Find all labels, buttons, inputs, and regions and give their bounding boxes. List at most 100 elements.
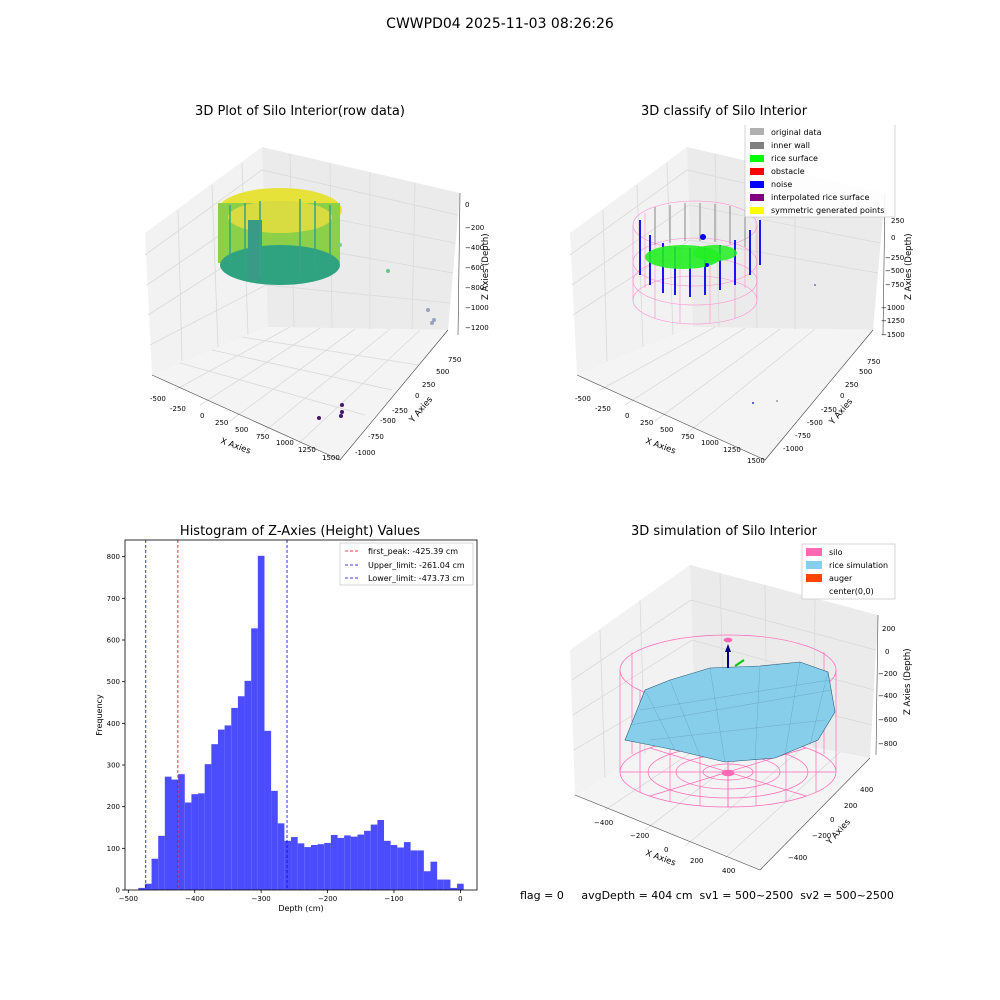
classify-plot-title: 3D classify of Silo Interior — [640, 104, 808, 119]
legend-upper-limit: Upper_limit: -261.04 cm — [368, 561, 465, 570]
histogram-bar — [198, 793, 205, 890]
raw-x-tick: -500 — [150, 395, 166, 403]
raw-y-tick: 250 — [422, 381, 435, 389]
raw-x-tick: 1000 — [276, 439, 294, 447]
raw-z-tick: −800 — [465, 284, 484, 292]
classify-y-tick: 500 — [859, 368, 872, 376]
histogram-bar — [450, 887, 458, 890]
histogram-bar — [297, 843, 305, 890]
histogram-y-tick-label: 800 — [107, 553, 120, 561]
raw-y-tick: 500 — [436, 368, 449, 376]
sim-y-tick: −400 — [788, 854, 807, 862]
classify-z-tick: −1250 — [881, 317, 905, 325]
classify-z-tick: 0 — [891, 234, 895, 242]
legend-swatch-silo — [806, 548, 822, 556]
legend-swatch-original-data — [750, 128, 764, 135]
histogram-bar — [217, 729, 225, 890]
raw-x-axis-label: X Axies — [219, 436, 252, 456]
simulation-legend: silo rice simulation auger center(0,0) — [801, 543, 896, 600]
histogram-chart: −500 −400 −300 −200 −100 0 0 100 200 300 400 500 60… — [95, 539, 478, 913]
histogram-bar — [211, 744, 218, 890]
legend-swatch-rice-simulation — [806, 561, 822, 569]
sim-x-axis-label: X Axies — [644, 848, 677, 868]
classify-y-tick: -500 — [807, 419, 823, 427]
raw-y-tick: -500 — [380, 417, 396, 425]
classify-x-tick: 250 — [640, 419, 653, 427]
raw-x-tick: -250 — [170, 405, 186, 413]
legend-lower-limit: Lower_limit: -473.73 cm — [368, 574, 465, 583]
histogram-x-tick-label: −300 — [252, 895, 271, 903]
raw-z-tick: −1200 — [465, 324, 489, 332]
histogram-bar — [410, 850, 418, 890]
legend-first-peak: first_peak: -425.39 cm — [368, 547, 458, 556]
legend-swatch-inner-wall — [750, 142, 764, 149]
classify-y-tick: -1000 — [783, 445, 803, 453]
histogram-bar — [344, 835, 351, 890]
sim-z-tick: 0 — [885, 648, 889, 656]
classify-z-tick: 250 — [891, 217, 904, 225]
raw-x-tick: 1500 — [322, 454, 340, 462]
classify-x-tick: -500 — [575, 395, 591, 403]
histogram-bar — [184, 802, 192, 890]
classify-z-tick: −500 — [885, 267, 904, 275]
raw-z-tick: 0 — [465, 201, 469, 209]
legend-label: inner wall — [771, 141, 810, 150]
legend-label: center(0,0) — [829, 587, 874, 596]
classify-z-axis-label: Z Axies (Depth) — [904, 233, 914, 300]
sim-y-tick: 0 — [830, 816, 834, 824]
histogram-y-tick-label: 500 — [107, 678, 120, 686]
classify-x-tick: 1250 — [723, 446, 741, 454]
classify-x-tick: -250 — [595, 405, 611, 413]
histogram-bar — [443, 879, 451, 890]
histogram-y-tick-label: 300 — [107, 762, 120, 770]
legend-label: interpolated rice surface — [771, 193, 869, 202]
histogram-bar — [397, 847, 404, 890]
classify-x-tick: 500 — [660, 426, 673, 434]
histogram-bar — [357, 834, 365, 890]
sim-z-tick: −200 — [878, 670, 897, 678]
raw-3d-plot: -500 -250 0 250 500 750 1000 1250 1500 -… — [144, 147, 490, 462]
raw-x-tick: 250 — [215, 419, 228, 427]
histogram-bar — [291, 837, 298, 890]
raw-z-tick: −200 — [465, 224, 484, 232]
histogram-bar — [330, 835, 338, 890]
histogram-bar — [171, 779, 179, 890]
legend-swatch-obstacle — [750, 168, 764, 175]
classify-z-tick: −1500 — [881, 331, 905, 339]
legend-swatch-auger — [806, 574, 822, 582]
histogram-bar — [277, 823, 285, 890]
histogram-title: Histogram of Z-Axies (Height) Values — [179, 524, 421, 539]
raw-y-axis-label: Y Axies — [407, 395, 435, 426]
legend-swatch-rice-surface — [750, 155, 764, 162]
raw-x-tick: 1250 — [298, 446, 316, 454]
histogram-bar — [178, 774, 185, 890]
sim-x-tick: −200 — [630, 832, 649, 840]
histogram-bar — [271, 790, 278, 890]
legend-label: auger — [829, 574, 853, 583]
legend-swatch-center — [806, 587, 822, 595]
histogram-legend: first_peak: -425.39 cm Upper_limit: -261… — [339, 542, 474, 586]
histogram-bar — [384, 840, 391, 890]
histogram-bar — [457, 883, 464, 890]
histogram-bar — [324, 842, 331, 890]
simulation-3d-plot: −400 −200 0 200 400 −400 −200 0 200 400 … — [570, 543, 913, 875]
histogram-bar — [144, 883, 152, 890]
histogram-bar — [151, 858, 159, 890]
histogram-y-tick-label: 600 — [107, 637, 120, 645]
histogram-x-tick-label: −100 — [384, 895, 403, 903]
sim-x-tick: −400 — [594, 819, 613, 827]
histogram-bar — [350, 836, 358, 890]
sim-y-tick: −200 — [812, 832, 831, 840]
sim-z-tick: −400 — [878, 692, 897, 700]
raw-z-axis-label: Z Axies (Depth) — [481, 233, 490, 300]
legend-label: silo — [829, 548, 843, 557]
histogram-bar — [257, 555, 265, 890]
raw-y-tick: 0 — [415, 392, 419, 400]
histogram-bars — [138, 555, 464, 890]
sim-x-tick: 400 — [722, 867, 735, 875]
raw-y-tick: -750 — [368, 433, 384, 441]
histogram-bar — [158, 835, 165, 890]
simulation-plot-title: 3D simulation of Silo Interior — [631, 524, 817, 539]
histogram-bar — [251, 628, 258, 890]
sim-z-tick: −800 — [878, 740, 897, 748]
